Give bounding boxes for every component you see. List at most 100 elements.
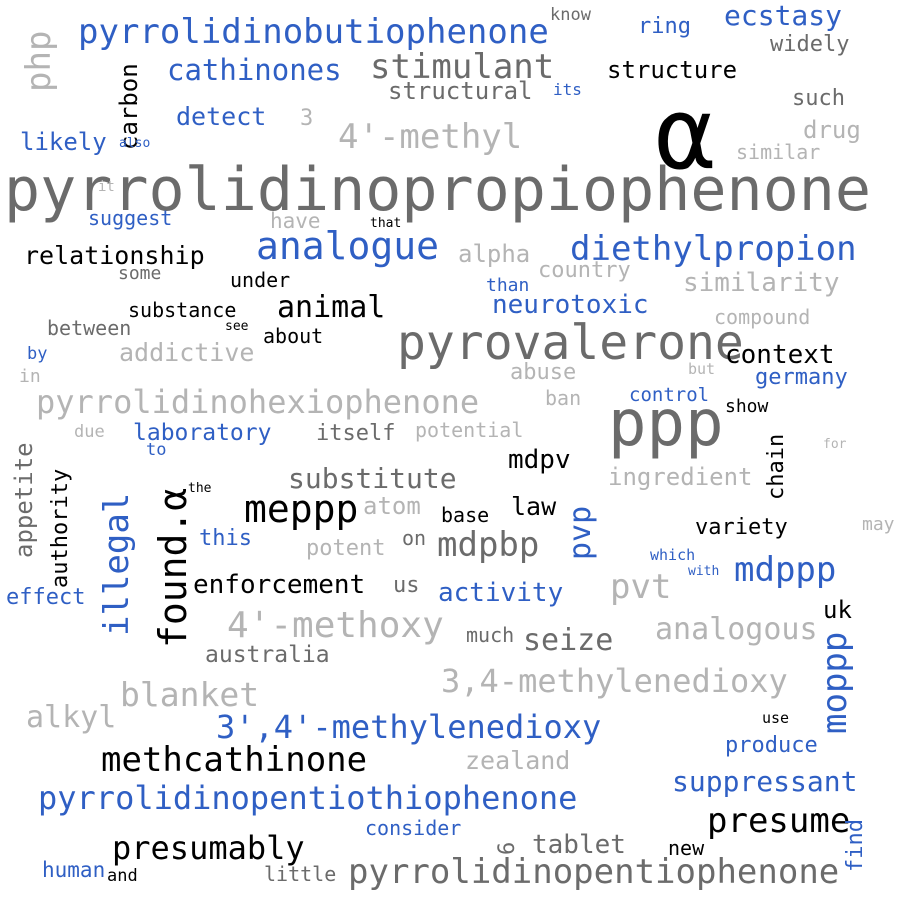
- word: than: [486, 275, 530, 296]
- word: addictive: [119, 338, 255, 367]
- word: 3',4'-methylenedioxy: [216, 708, 602, 746]
- word: with: [688, 564, 720, 579]
- word: illegal: [97, 492, 137, 636]
- word: such: [792, 86, 845, 111]
- word: seize: [523, 623, 614, 658]
- word: but: [688, 360, 716, 378]
- word: about: [263, 324, 324, 348]
- word: alkyl: [26, 700, 117, 735]
- word: find: [843, 819, 868, 872]
- word: laboratory: [133, 420, 272, 446]
- word: in: [19, 366, 41, 387]
- word: country: [538, 258, 631, 283]
- word: mdpbp: [437, 525, 540, 565]
- word: it: [98, 179, 115, 195]
- word: also: [119, 136, 151, 151]
- word: drug: [803, 116, 861, 144]
- word: found.α: [151, 487, 195, 648]
- word: similarity: [683, 268, 840, 298]
- word: pyrovalerone: [397, 315, 744, 371]
- word: substitute: [288, 462, 457, 495]
- word: for: [823, 437, 847, 452]
- word: mdppp: [734, 550, 837, 590]
- word: ingredient: [608, 463, 753, 491]
- word: similar: [736, 140, 821, 164]
- word: may: [862, 514, 895, 535]
- word: potential: [415, 418, 524, 442]
- word: pyrrolidinopentiophenone: [348, 852, 840, 892]
- word: structure: [607, 56, 738, 84]
- word: analogue: [256, 224, 440, 268]
- word: blanket: [120, 675, 260, 714]
- word: variety: [695, 515, 788, 540]
- word: tablet: [532, 830, 626, 860]
- word: cathinones: [167, 53, 342, 87]
- word: pvt: [610, 567, 672, 607]
- word: consider: [365, 816, 462, 840]
- word: activity: [438, 578, 564, 608]
- word: structural: [388, 77, 533, 105]
- word: which: [650, 546, 696, 564]
- word: to: [146, 440, 167, 460]
- word: law: [511, 492, 557, 521]
- word: ban: [545, 386, 582, 410]
- word: that: [370, 216, 402, 231]
- word: new: [668, 836, 705, 860]
- word: know: [550, 5, 591, 25]
- word: human: [42, 858, 106, 882]
- word: stimulant: [370, 47, 555, 87]
- word: show: [725, 396, 769, 417]
- word: pyrrolidinopentiothiophenone: [38, 779, 578, 817]
- word: authority: [48, 468, 73, 588]
- word: presume: [707, 801, 851, 841]
- word: presumably: [112, 829, 305, 867]
- word: its: [553, 80, 582, 99]
- word: diethylpropion: [570, 229, 857, 269]
- word: α: [655, 75, 716, 192]
- word: control: [629, 384, 710, 406]
- word: on: [402, 526, 427, 550]
- word: us: [393, 573, 420, 598]
- word: 3: [300, 106, 314, 131]
- word: potent: [306, 536, 386, 561]
- word: meppp: [244, 487, 359, 531]
- word: australia: [205, 642, 330, 668]
- word: 4'-methoxy: [227, 605, 444, 646]
- word: alpha: [458, 240, 531, 268]
- word: compound: [714, 305, 811, 329]
- word: widely: [770, 32, 850, 57]
- word: substance: [128, 298, 237, 322]
- word: ring: [638, 14, 691, 39]
- word: methcathinone: [101, 740, 368, 780]
- word: likely: [20, 128, 107, 156]
- word: analogous: [655, 612, 818, 647]
- word: suggest: [88, 206, 173, 230]
- word: little: [264, 862, 337, 886]
- word: and: [107, 866, 138, 886]
- word: base: [441, 503, 490, 527]
- word: animal: [277, 290, 386, 325]
- word: appetite: [10, 442, 38, 558]
- word: by: [27, 344, 48, 364]
- word: under: [230, 268, 291, 292]
- word: this: [199, 526, 252, 551]
- word: pyrrolidinohexiophenone: [36, 383, 480, 421]
- word: see: [225, 319, 249, 334]
- word: relationship: [24, 241, 205, 270]
- word: ecstasy: [724, 0, 843, 32]
- word: pyrrolidinobutiophenone: [78, 12, 549, 52]
- word: enforcement: [193, 570, 366, 600]
- word: ppp: [608, 387, 724, 461]
- word: mdpv: [508, 445, 571, 475]
- word: have: [270, 209, 321, 233]
- word: pyrrolidinopropiophenone: [4, 155, 871, 225]
- word: produce: [725, 733, 818, 758]
- word: abuse: [510, 360, 577, 385]
- word: some: [118, 263, 162, 284]
- word: due: [74, 422, 105, 442]
- word: between: [47, 316, 132, 340]
- word: use: [762, 709, 790, 727]
- word: php: [19, 30, 59, 92]
- word: germany: [755, 365, 848, 390]
